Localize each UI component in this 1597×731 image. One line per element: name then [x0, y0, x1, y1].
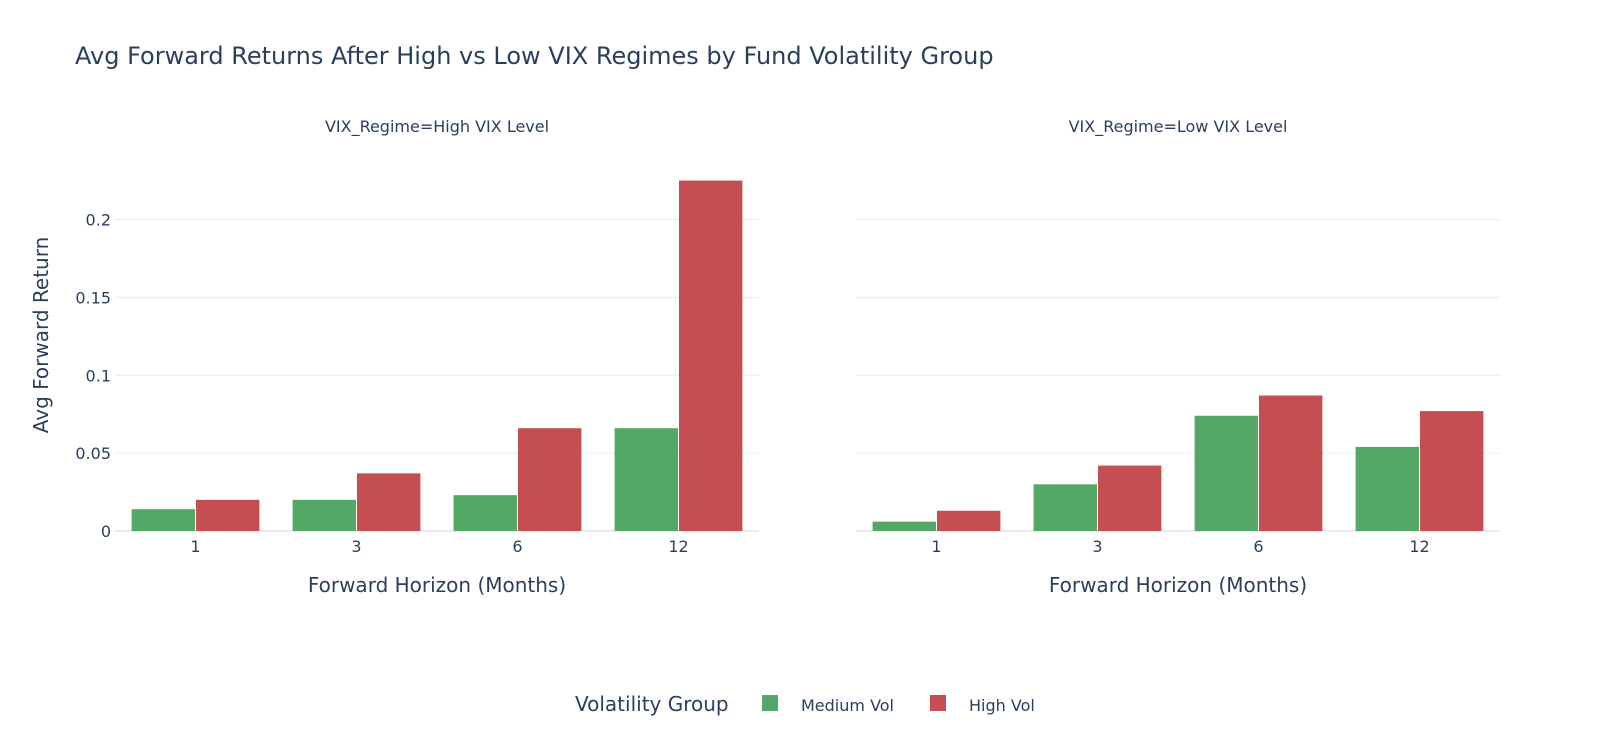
bar-high-vol-12 [679, 180, 743, 531]
bar-high-vol-1 [196, 499, 260, 531]
x-tick-label: 3 [351, 537, 361, 556]
x-axis-title: Forward Horizon (Months) [308, 573, 566, 597]
bar-medium-vol-3 [292, 499, 356, 531]
x-tick-label: 6 [512, 537, 522, 556]
bar-high-vol-1 [937, 510, 1001, 531]
x-tick-label: 1 [190, 537, 200, 556]
x-axis-title: Forward Horizon (Months) [1049, 573, 1307, 597]
bar-medium-vol-1 [131, 509, 195, 531]
y-axis-title: Avg Forward Return [29, 237, 53, 434]
legend-swatch-high-vol [930, 695, 946, 711]
facet-title: VIX_Regime=Low VIX Level [1069, 117, 1288, 137]
chart-title: Avg Forward Returns After High vs Low VI… [75, 42, 994, 70]
bar-high-vol-6 [518, 428, 582, 531]
facet-title: VIX_Regime=High VIX Level [325, 117, 549, 137]
bar-medium-vol-6 [453, 495, 517, 531]
x-tick-label: 12 [668, 537, 688, 556]
bar-medium-vol-3 [1033, 484, 1097, 531]
bar-high-vol-3 [357, 473, 421, 531]
bar-medium-vol-12 [1355, 446, 1419, 531]
legend-swatch-medium-vol [762, 695, 778, 711]
legend-label-medium-vol: Medium Vol [801, 696, 894, 715]
facet-panel-1: 0 0.05 0.1 0.15 0.2 VIX_Regime=High VIX Level… [75, 117, 759, 597]
bar-high-vol-12 [1420, 411, 1484, 531]
y-tick-label: 0 [101, 522, 111, 541]
facet-panel-2: VIX_Regime=Low VIX Level 1 3 6 12 Forward Hor… [856, 117, 1500, 597]
bar-high-vol-6 [1259, 395, 1323, 531]
legend-label-high-vol: High Vol [969, 696, 1035, 715]
legend: Volatility Group Medium Vol High Vol [575, 692, 1035, 716]
x-tick-label: 6 [1253, 537, 1263, 556]
bar-medium-vol-6 [1194, 415, 1258, 531]
facets: 0 0.05 0.1 0.15 0.2 VIX_Regime=High VIX Level… [75, 117, 1500, 597]
y-tick-label: 0.15 [75, 288, 111, 307]
x-tick-label: 12 [1409, 537, 1429, 556]
x-tick-label: 1 [931, 537, 941, 556]
y-tick-label: 0.1 [86, 366, 111, 385]
x-tick-label: 3 [1092, 537, 1102, 556]
y-tick-label: 0.05 [75, 444, 111, 463]
bar-medium-vol-12 [614, 428, 678, 531]
bar-medium-vol-1 [872, 521, 936, 531]
legend-title: Volatility Group [575, 692, 729, 716]
y-tick-label: 0.2 [86, 211, 111, 230]
bar-high-vol-3 [1098, 465, 1162, 531]
